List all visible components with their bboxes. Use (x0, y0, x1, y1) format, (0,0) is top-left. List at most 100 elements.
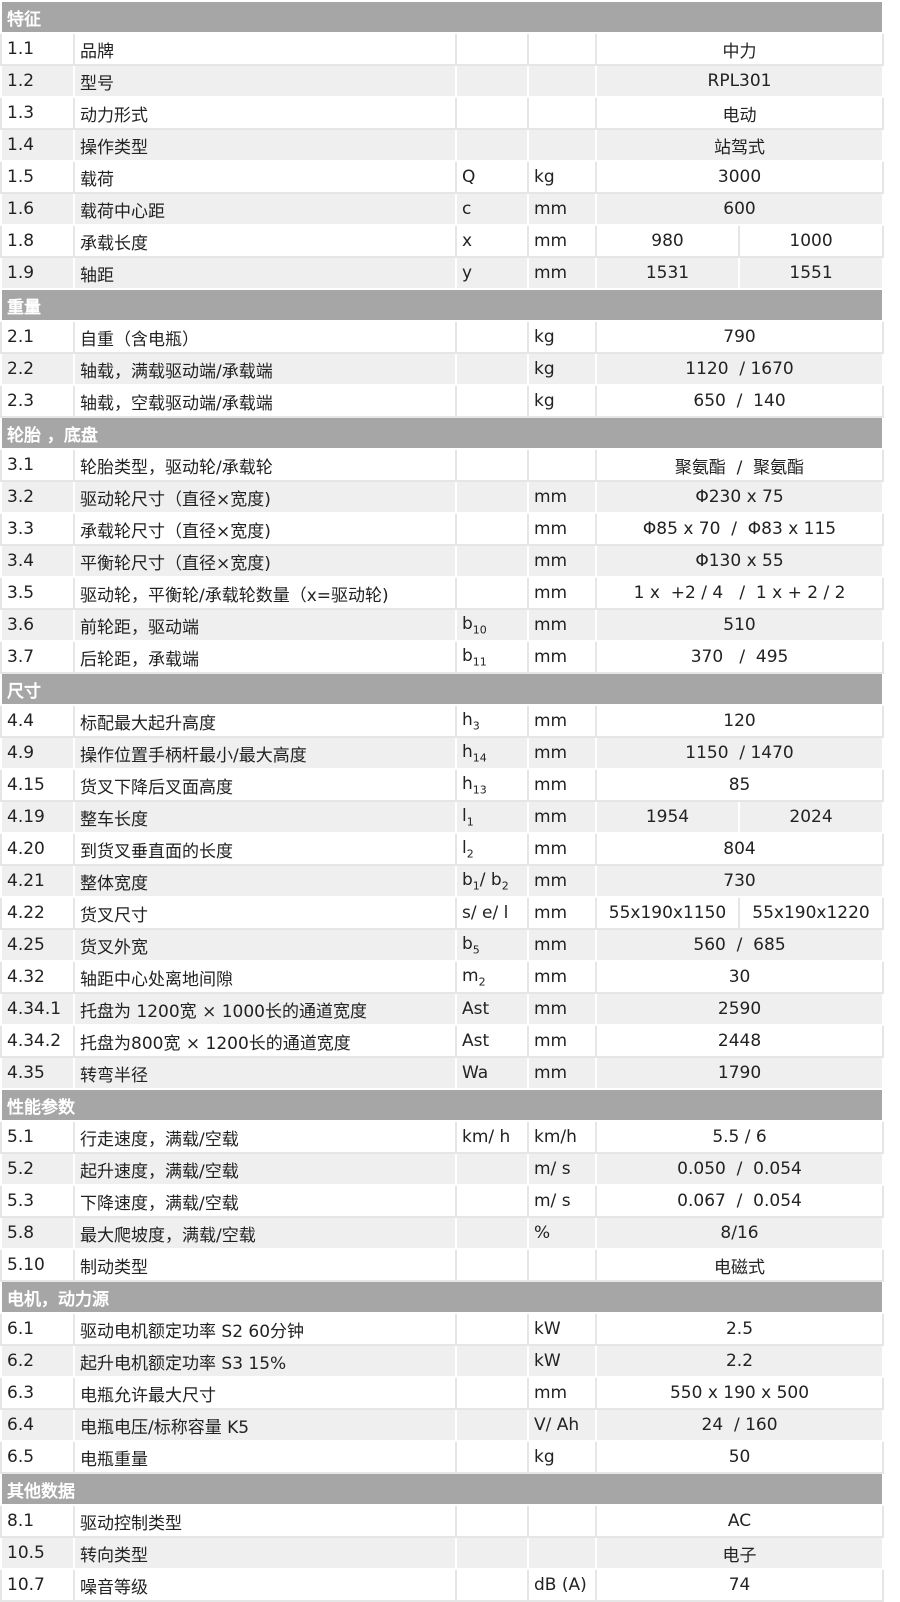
item-value: 1000 (737, 224, 885, 258)
item-value: 1 x +2 / 4 / 1 x + 2 / 2 (594, 576, 885, 610)
item-name: 下降速度，满载/空载 (73, 1184, 457, 1218)
item-name: 转向类型 (73, 1536, 457, 1570)
item-symbol: km/ h (455, 1120, 529, 1154)
item-symbol (455, 1376, 529, 1410)
table-row: 10.7 噪音等级 dB (A) 74 (0, 1568, 885, 1602)
item-value: 2590 (594, 992, 885, 1026)
item-unit (527, 64, 597, 98)
item-symbol (455, 448, 529, 482)
item-name: 轴距 (73, 256, 457, 290)
item-number: 10.7 (0, 1568, 75, 1602)
symbol-text: m (462, 965, 479, 986)
item-symbol: h13 (455, 768, 529, 802)
section-header: 特征 (0, 0, 885, 34)
symbol-subscript: 11 (472, 655, 487, 669)
symbol-text: h (462, 741, 473, 762)
item-value: RPL301 (594, 64, 885, 98)
section-title: 特征 (0, 0, 885, 34)
table-row: 1.9 轴距 y mm 1531 1551 (0, 256, 885, 290)
item-unit: kg (527, 160, 597, 194)
item-symbol (455, 1248, 529, 1282)
item-value: 1790 (594, 1056, 885, 1090)
item-unit: mm (527, 256, 597, 290)
item-name: 整车长度 (73, 800, 457, 834)
item-value: Φ130 x 55 (594, 544, 885, 578)
item-value: 1551 (737, 256, 885, 290)
table-row: 8.1 驱动控制类型 AC (0, 1504, 885, 1538)
item-unit: mm (527, 576, 597, 610)
item-name: 噪音等级 (73, 1568, 457, 1602)
item-unit: kW (527, 1312, 597, 1346)
item-number: 4.34.2 (0, 1024, 75, 1058)
symbol-text: l (462, 837, 467, 858)
item-symbol (455, 128, 529, 162)
table-row: 2.2 轴载，满载驱动端/承载端 kg 1120 / 1670 (0, 352, 885, 386)
symbol-text: h (462, 709, 473, 730)
table-row: 3.7 后轮距，承载端 b11 mm 370 / 495 (0, 640, 885, 674)
item-name: 驱动轮尺寸（直径×宽度) (73, 480, 457, 514)
item-value: 560 / 685 (594, 928, 885, 962)
section-header: 重量 (0, 288, 885, 322)
item-unit: mm (527, 928, 597, 962)
item-number: 5.1 (0, 1120, 75, 1154)
table-row: 1.3 动力形式 电动 (0, 96, 885, 130)
item-symbol (455, 1440, 529, 1474)
table-row: 1.4 操作类型 站驾式 (0, 128, 885, 162)
item-number: 3.7 (0, 640, 75, 674)
table-row: 4.4 标配最大起升高度 h3 mm 120 (0, 704, 885, 738)
item-name: 到货叉垂直面的长度 (73, 832, 457, 866)
symbol-text: l (462, 805, 467, 826)
item-name: 品牌 (73, 32, 457, 66)
section-title: 重量 (0, 288, 885, 322)
item-name: 载荷 (73, 160, 457, 194)
item-unit: mm (527, 864, 597, 898)
item-symbol (455, 480, 529, 514)
table-row: 4.22 货叉尺寸 s/ e/ l mm 55x190x1150 55x190x1220 (0, 896, 885, 930)
symbol-subscript: 1 (472, 879, 480, 893)
item-unit (527, 1504, 597, 1538)
table-row: 4.34.2 托盘为800宽 × 1200长的通道宽度 Ast mm 2448 (0, 1024, 885, 1058)
item-name: 托盘为800宽 × 1200长的通道宽度 (73, 1024, 457, 1058)
item-number: 1.6 (0, 192, 75, 226)
table-row: 2.1 自重（含电瓶） kg 790 (0, 320, 885, 354)
item-number: 1.9 (0, 256, 75, 290)
item-value: 2448 (594, 1024, 885, 1058)
item-symbol (455, 64, 529, 98)
item-unit (527, 1248, 597, 1282)
item-unit (527, 96, 597, 130)
item-value: 24 / 160 (594, 1408, 885, 1442)
item-number: 4.15 (0, 768, 75, 802)
table-row: 1.1 品牌 中力 (0, 32, 885, 66)
item-number: 4.32 (0, 960, 75, 994)
item-value: 1150 / 1470 (594, 736, 885, 770)
item-unit: mm (527, 992, 597, 1026)
item-unit (527, 448, 597, 482)
table-row: 4.34.1 托盘为 1200宽 × 1000长的通道宽度 Ast mm 2590 (0, 992, 885, 1026)
item-unit: % (527, 1216, 597, 1250)
symbol-text: b (462, 869, 473, 890)
item-unit: mm (527, 800, 597, 834)
section-title: 其他数据 (0, 1472, 885, 1506)
item-value: AC (594, 1504, 885, 1538)
item-symbol: y (455, 256, 529, 290)
item-number: 1.8 (0, 224, 75, 258)
table-row: 4.21 整体宽度 b1/ b2 mm 730 (0, 864, 885, 898)
item-symbol (455, 320, 529, 354)
table-row: 4.9 操作位置手柄杆最小/最大高度 h14 mm 1150 / 1470 (0, 736, 885, 770)
item-value: 聚氨酯 / 聚氨酯 (594, 448, 885, 482)
item-unit: mm (527, 608, 597, 642)
item-number: 4.21 (0, 864, 75, 898)
item-unit: mm (527, 896, 597, 930)
table-row: 4.35 转弯半径 Wa mm 1790 (0, 1056, 885, 1090)
item-unit: kW (527, 1344, 597, 1378)
item-name: 最大爬坡度，满载/空载 (73, 1216, 457, 1250)
item-number: 5.2 (0, 1152, 75, 1186)
item-number: 6.5 (0, 1440, 75, 1474)
item-name: 轮胎类型，驱动轮/承载轮 (73, 448, 457, 482)
table-row: 5.8 最大爬坡度，满载/空载% 8/16 (0, 1216, 885, 1250)
table-row: 5.2 起升速度，满载/空载 m/ s 0.050 / 0.054 (0, 1152, 885, 1186)
item-number: 3.5 (0, 576, 75, 610)
item-symbol (455, 32, 529, 66)
table-row: 3.4 平衡轮尺寸（直径×宽度) mm Φ130 x 55 (0, 544, 885, 578)
